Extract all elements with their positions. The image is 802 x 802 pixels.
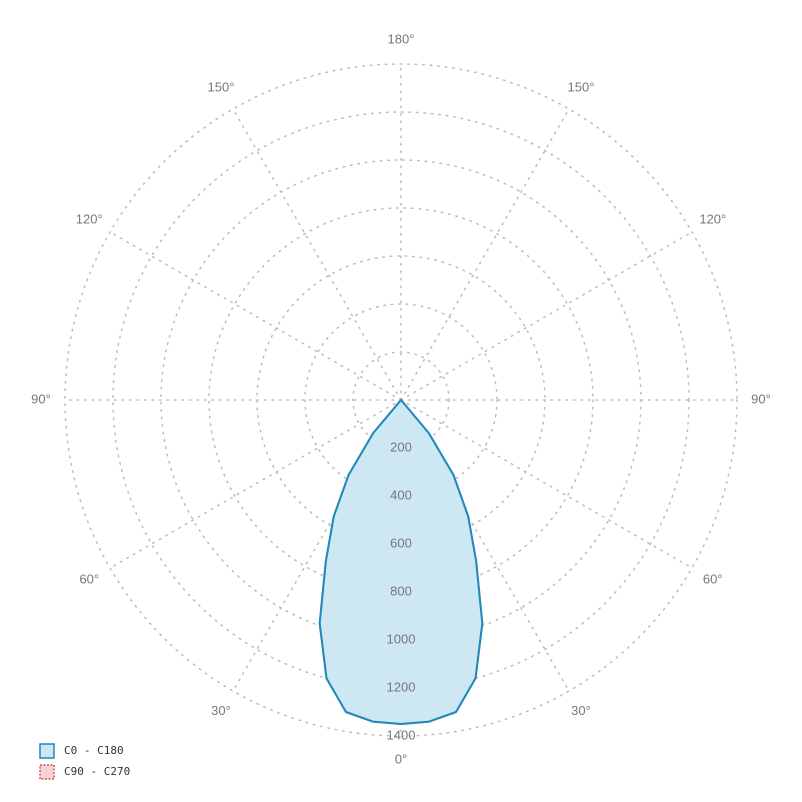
r-tick-label: 800 [390, 583, 412, 598]
angle-label: 150° [568, 80, 595, 95]
grid-spoke [109, 231, 402, 401]
grid-spoke [400, 108, 570, 401]
angle-label: 120° [699, 211, 726, 226]
r-tick-label: 600 [390, 535, 412, 550]
angle-label: 150° [208, 80, 235, 95]
r-tick-label: 1000 [387, 631, 416, 646]
grid-spoke [232, 108, 402, 401]
r-tick-label: 1200 [387, 679, 416, 694]
r-tick-label: 400 [390, 487, 412, 502]
r-tick-label: 200 [390, 439, 412, 454]
angle-label: 180° [388, 31, 415, 46]
angle-label: 90° [751, 391, 771, 406]
intensity-curve [318, 399, 484, 725]
legend: C0 - C180 C90 - C270 [39, 743, 130, 780]
angle-label: 60° [79, 571, 99, 586]
legend-swatch [39, 743, 55, 759]
angle-label: 30° [571, 703, 591, 718]
angle-label: 120° [76, 211, 103, 226]
r-tick-label: 1400 [387, 727, 416, 742]
grid-circle [64, 63, 738, 737]
grid-spoke [400, 231, 693, 401]
angle-label: 60° [703, 571, 723, 586]
angle-label: 30° [211, 703, 231, 718]
legend-label: C0 - C180 [64, 744, 124, 757]
legend-swatch [39, 764, 55, 780]
legend-label: C90 - C270 [64, 765, 130, 778]
angle-label: 90° [31, 391, 51, 406]
angle-label: 0° [395, 751, 407, 766]
